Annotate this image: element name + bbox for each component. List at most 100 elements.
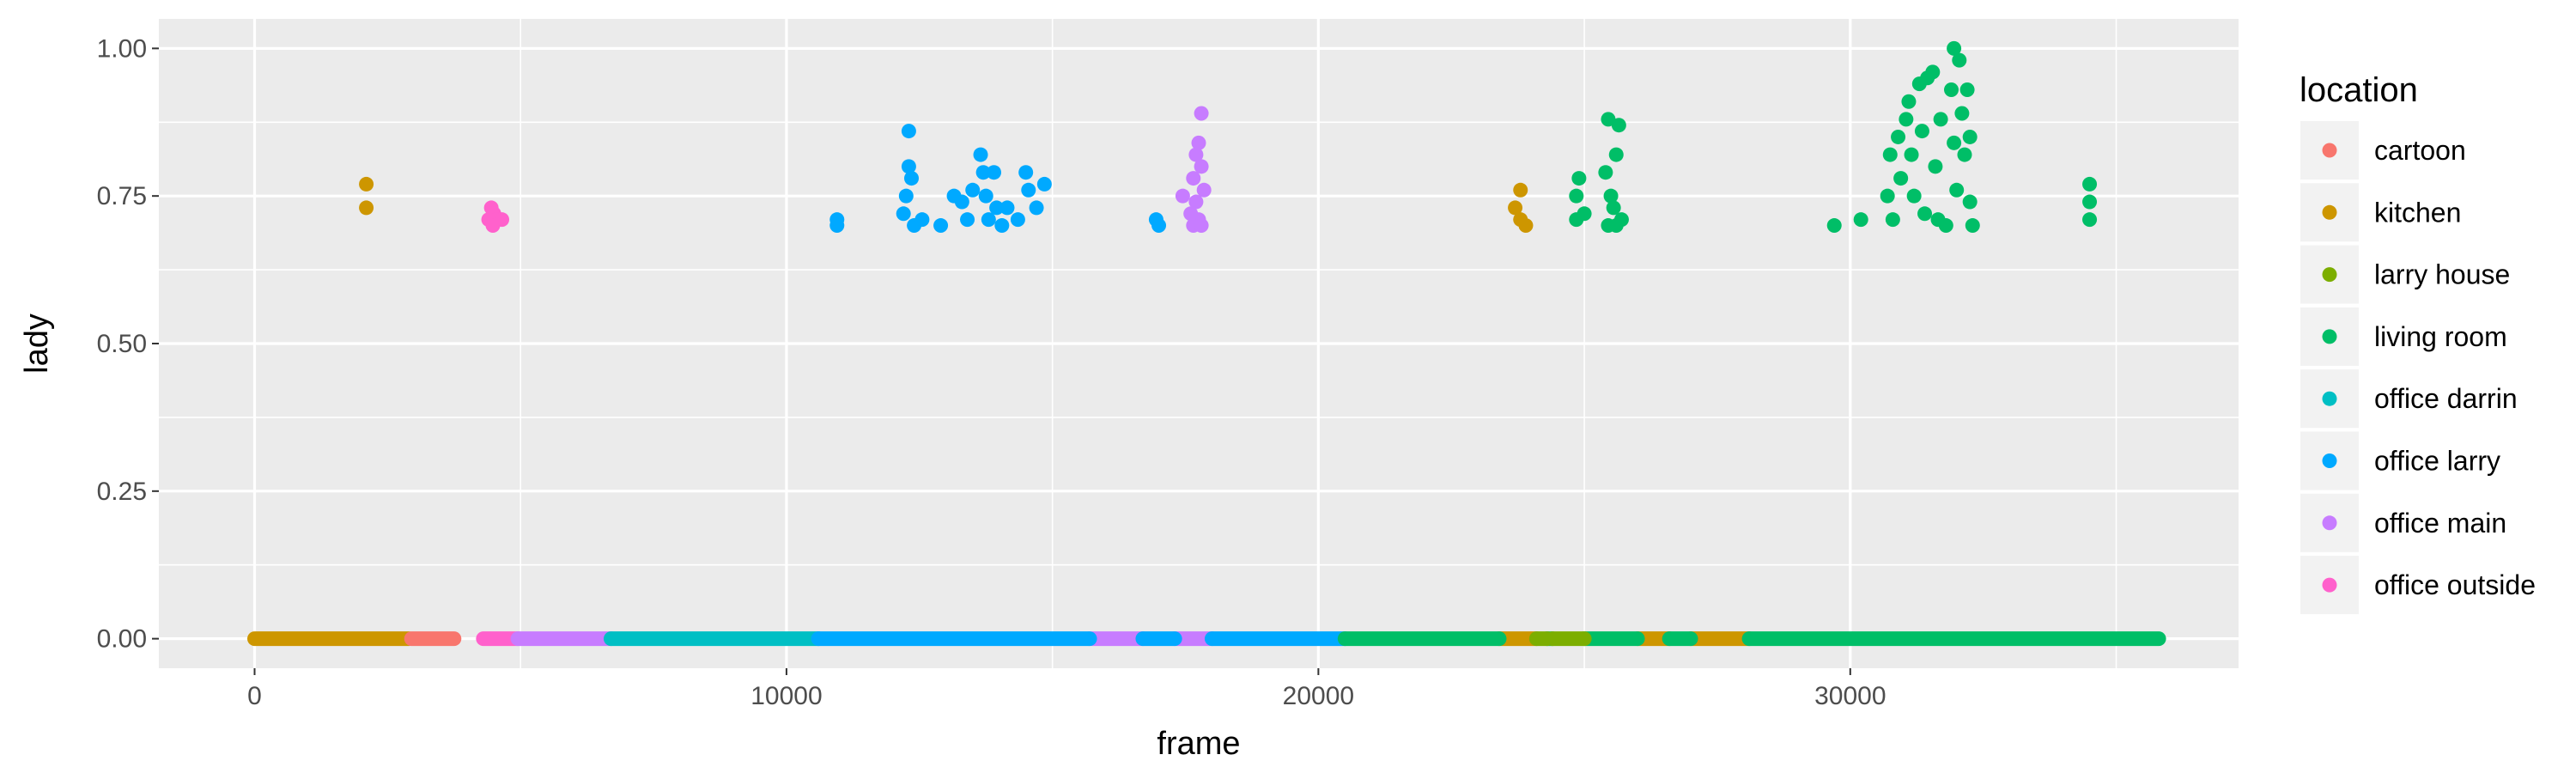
legend-label: office larry [2374, 446, 2500, 477]
data-point [1882, 147, 1898, 162]
legend-key-dot [2322, 267, 2337, 283]
data-point [1036, 176, 1052, 192]
data-point [1188, 194, 1204, 210]
data-point [1603, 188, 1619, 204]
data-point [1944, 82, 1959, 97]
data-point [1151, 218, 1167, 234]
data-point [359, 176, 374, 192]
scatter-points [359, 40, 2098, 234]
data-point [1885, 212, 1900, 228]
data-point [1947, 40, 1962, 56]
data-point [1947, 135, 1962, 150]
legend-label: office outside [2374, 569, 2536, 600]
data-point [1186, 171, 1201, 186]
data-point [1010, 212, 1025, 228]
legend-label: cartoon [2374, 135, 2466, 166]
data-point [1606, 200, 1621, 216]
data-point [904, 171, 920, 186]
major-gridlines [159, 19, 2239, 668]
data-point [1175, 188, 1190, 204]
data-point [2082, 194, 2098, 210]
data-point [1569, 188, 1584, 204]
data-point [901, 124, 916, 139]
legend-key-dot [2322, 577, 2337, 593]
data-point [965, 182, 981, 198]
data-point [1949, 182, 1965, 198]
data-point [1938, 218, 1953, 234]
data-point [1962, 194, 1978, 210]
y-tick-label: 0.75 [97, 182, 147, 210]
y-axis-title: lady [19, 313, 55, 374]
data-point [1901, 94, 1917, 109]
legend-label: living room [2374, 321, 2507, 352]
data-point [1608, 147, 1624, 162]
data-point [359, 200, 374, 216]
legend-label: kitchen [2374, 197, 2461, 228]
data-point [896, 206, 911, 222]
data-point [1965, 218, 1980, 234]
data-point [1917, 206, 1933, 222]
y-tick-label: 1.00 [97, 34, 147, 63]
legend-label: office darrin [2374, 383, 2518, 414]
y-tick-label: 0.25 [97, 478, 147, 506]
data-point [960, 212, 975, 228]
data-point [989, 200, 1005, 216]
data-point [1188, 147, 1204, 162]
data-point [1928, 159, 1943, 174]
data-point [1952, 52, 1967, 68]
data-point [1925, 64, 1941, 80]
data-point [1957, 147, 1972, 162]
data-point [1598, 165, 1613, 180]
data-point [1194, 159, 1209, 174]
legend-key-dot [2322, 143, 2337, 158]
data-point [981, 212, 996, 228]
data-point [1021, 182, 1036, 198]
data-point [1577, 206, 1592, 222]
legend-key-dot [2322, 391, 2337, 406]
data-point [1513, 182, 1528, 198]
data-point [1571, 171, 1587, 186]
legend-label: office main [2374, 508, 2506, 539]
data-point [987, 165, 1002, 180]
data-point [914, 212, 930, 228]
data-point [1914, 124, 1929, 139]
data-point [1893, 171, 1909, 186]
data-point [1962, 129, 1978, 144]
data-point [1029, 200, 1044, 216]
data-point [933, 218, 949, 234]
data-point [1608, 218, 1624, 234]
data-point [901, 159, 916, 174]
data-point [1018, 165, 1034, 180]
data-point [1853, 212, 1868, 228]
data-point [975, 165, 991, 180]
y-tick-label: 0.50 [97, 330, 147, 358]
data-point [1904, 147, 1919, 162]
data-point [973, 147, 988, 162]
data-point [1880, 188, 1895, 204]
legend-title: location [2300, 71, 2418, 109]
data-point [1194, 218, 1209, 234]
data-point [1899, 112, 1914, 127]
legend-label: larry house [2374, 259, 2510, 290]
data-point [829, 218, 845, 234]
data-point [2082, 212, 2098, 228]
data-point [1194, 106, 1209, 121]
legend-key-dot [2322, 453, 2337, 468]
data-point [978, 188, 993, 204]
data-point [1196, 182, 1212, 198]
data-point [1933, 112, 1948, 127]
legend: location cartoon kitchen larry house living… [2300, 71, 2536, 615]
data-point [1518, 218, 1534, 234]
data-point [1508, 200, 1523, 216]
data-point [1906, 188, 1922, 204]
axis-ticks: 0 10000 20000 30000 0.00 0.25 0.50 0.75 1.00 [97, 34, 1886, 710]
legend-key-dot [2322, 329, 2337, 344]
data-point [485, 218, 501, 234]
x-tick-label: 30000 [1814, 682, 1886, 710]
x-tick-label: 10000 [750, 682, 822, 710]
legend-key-dot [2322, 204, 2337, 220]
data-point [1191, 135, 1206, 150]
data-point [954, 194, 969, 210]
data-point [1959, 82, 1975, 97]
